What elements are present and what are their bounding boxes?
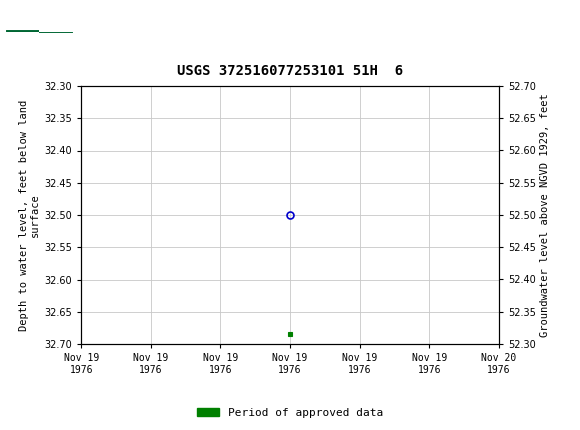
Text: USGS 372516077253101 51H  6: USGS 372516077253101 51H 6 [177, 64, 403, 78]
Bar [39, 32, 74, 34]
Y-axis label: Groundwater level above NGVD 1929, feet: Groundwater level above NGVD 1929, feet [540, 93, 550, 337]
Bar [5, 32, 39, 34]
Text: USGS: USGS [83, 10, 138, 28]
Y-axis label: Depth to water level, feet below land
surface: Depth to water level, feet below land su… [19, 99, 40, 331]
Bar [5, 29, 39, 32]
Legend: Period of approved data: Period of approved data [193, 403, 387, 422]
Bar [5, 29, 74, 34]
Bar [39, 29, 74, 32]
